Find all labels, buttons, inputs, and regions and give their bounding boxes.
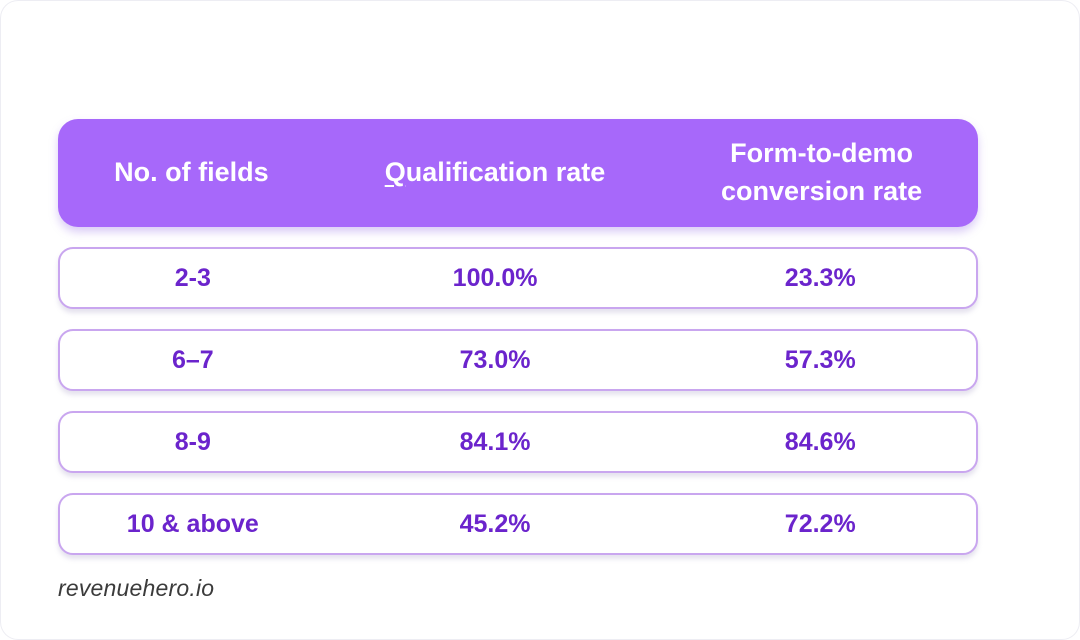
cell-qualification-rate: 45.2% <box>459 509 531 538</box>
cell-fields: 2-3 <box>174 263 211 292</box>
table-row: 6–7 73.0% 57.3% <box>58 329 978 391</box>
header-label-conversion-rate: Form-to-demo conversion rate <box>721 138 923 206</box>
table-row: 2-3 100.0% 23.3% <box>58 247 978 309</box>
cell-conversion-rate: 57.3% <box>784 345 856 374</box>
table-header: No. of fields Qualification rate Form-to… <box>58 119 978 227</box>
cell-qualification-rate: 73.0% <box>459 345 531 374</box>
header-cell-no-of-fields: No. of fields <box>58 154 325 192</box>
cell-fields: 6–7 <box>171 345 214 374</box>
header-label-qualification-rate: Qualification rate <box>384 157 606 188</box>
header-cell-qualification-rate: Qualification rate <box>325 154 665 192</box>
brand-footer-label: revenuehero.io <box>58 575 215 601</box>
fields-table: No. of fields Qualification rate Form-to… <box>58 119 978 555</box>
cell-conversion-rate: 84.6% <box>784 427 856 456</box>
header-label-no-of-fields: No. of fields <box>114 157 269 188</box>
cell-fields: 10 & above <box>126 509 259 538</box>
cell-fields: 8-9 <box>174 427 211 456</box>
cell-conversion-rate: 23.3% <box>784 263 856 292</box>
table-row: 10 & above 45.2% 72.2% <box>58 493 978 555</box>
cell-qualification-rate: 84.1% <box>459 427 531 456</box>
cell-qualification-rate: 100.0% <box>452 263 538 292</box>
cell-conversion-rate: 72.2% <box>784 509 856 538</box>
brand-footer: revenuehero.io <box>58 575 214 602</box>
header-cell-conversion-rate: Form-to-demo conversion rate <box>665 135 978 211</box>
table-row: 8-9 84.1% 84.6% <box>58 411 978 473</box>
